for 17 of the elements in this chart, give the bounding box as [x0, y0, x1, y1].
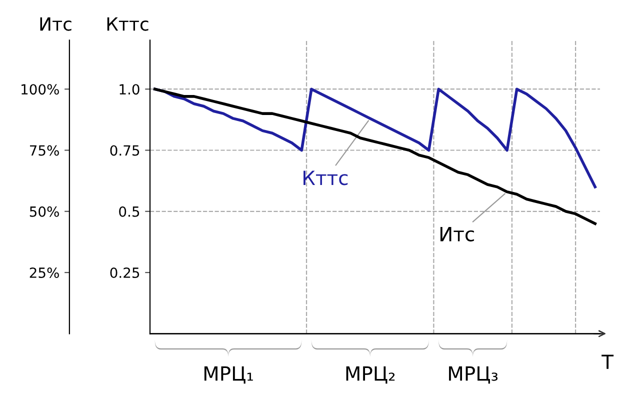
y-tick-label: 0.25: [110, 267, 140, 278]
y2-tick-label: 75%: [30, 145, 59, 156]
x-axis-title: T: [602, 354, 614, 369]
series-label: Кттс: [304, 170, 348, 186]
y-axis-title: Кттс: [107, 17, 148, 31]
text: МРЦ₃: [449, 366, 498, 384]
text: МРЦ₁: [204, 366, 253, 384]
y-tick-label: 1.0: [120, 84, 140, 95]
y2-tick-label: 50%: [30, 206, 59, 217]
y2-tick-label: 100%: [22, 84, 59, 95]
y2-axis-title: Итс: [40, 17, 72, 31]
y-tick-label: 0.75: [110, 145, 140, 156]
text: МРЦ₂: [346, 366, 395, 384]
line-series: [154, 88, 596, 225]
y2-tick-label: 25%: [30, 267, 59, 278]
y-tick-label: 0.5: [119, 206, 140, 217]
text: Итс: [440, 227, 474, 242]
